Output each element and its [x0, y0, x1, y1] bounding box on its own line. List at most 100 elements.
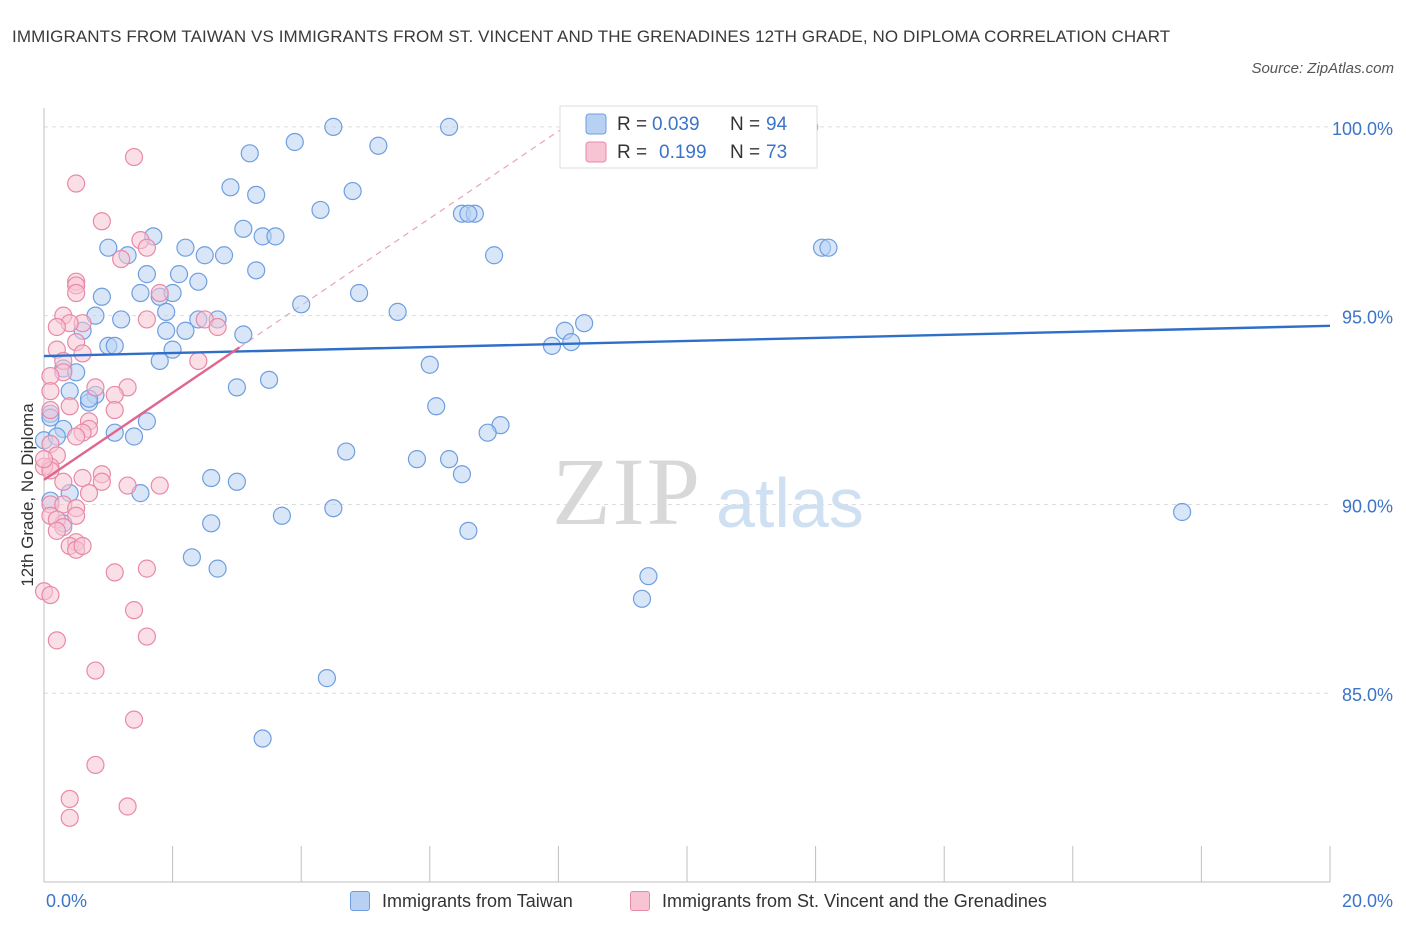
st-vincent-point	[105, 563, 124, 582]
taiwan-point	[452, 465, 472, 484]
taiwan-point	[137, 412, 156, 431]
st-vincent-point	[137, 559, 156, 578]
st-vincent-point	[86, 661, 105, 680]
taiwan-point	[195, 246, 214, 265]
y-tick-label: 85.0%	[1342, 685, 1393, 705]
st-vincent-point	[86, 378, 105, 397]
st-vincent-point	[150, 283, 169, 303]
st-vincent-point	[118, 797, 137, 816]
taiwan-point	[317, 669, 337, 688]
taiwan-point	[112, 310, 131, 329]
st-vincent-point	[60, 397, 79, 416]
st-vincent-point	[73, 536, 92, 556]
x-tick-label: 0.0%	[46, 891, 87, 911]
taiwan-point	[234, 325, 253, 344]
stats-legend-blue-swatch	[585, 113, 607, 135]
taiwan-point	[266, 227, 285, 246]
taiwan-point	[176, 238, 195, 257]
taiwan-point	[1173, 502, 1192, 522]
taiwan-point	[247, 185, 266, 204]
st-vincent-point	[41, 366, 60, 386]
taiwan-point	[337, 442, 356, 461]
taiwan-point	[420, 355, 439, 374]
gridlines	[44, 126, 1330, 694]
taiwan-point	[157, 302, 176, 321]
taiwan-point	[105, 336, 124, 355]
stats-legend-pink-swatch	[585, 141, 607, 163]
taiwan-point	[176, 321, 195, 340]
taiwan-point	[272, 506, 292, 525]
st-vincent-point	[41, 382, 60, 401]
stats-legend: R = 0.039 N = 94 R = 0.199 N = 73	[559, 105, 818, 169]
taiwan-point	[234, 219, 253, 238]
st-vincent-point	[124, 147, 144, 167]
legend-st-vincent-swatch	[630, 891, 650, 911]
taiwan-point	[439, 117, 459, 136]
tick-labels: 85.0% 90.0% 95.0% 100.0% 0.0% 20.0%	[46, 119, 1393, 911]
taiwan-point	[343, 181, 362, 201]
stats-blue-r-value: 0.039	[652, 114, 700, 135]
taiwan-point	[208, 559, 227, 578]
st-vincent-point	[60, 808, 79, 827]
st-vincent-point	[47, 521, 66, 540]
legend-st-vincent: Immigrants from St. Vincent and the Gren…	[630, 887, 1047, 915]
st-vincent-point	[150, 476, 169, 495]
taiwan-point	[427, 397, 446, 416]
taiwan-point	[478, 423, 497, 442]
taiwan-point	[292, 295, 311, 314]
taiwan-point	[285, 132, 304, 152]
st-vincent-point	[47, 317, 66, 337]
stats-blue-r-label: R =	[617, 114, 647, 135]
taiwan-point	[131, 283, 150, 303]
taiwan-point	[247, 261, 266, 280]
stats-pink-r-value: 0.199	[659, 142, 707, 163]
taiwan-point	[157, 321, 176, 340]
taiwan-point	[485, 246, 504, 265]
taiwan-point	[202, 468, 221, 488]
st-vincent-trend-line	[43, 346, 241, 481]
taiwan-point	[324, 499, 343, 518]
series-taiwan	[34, 117, 1192, 748]
taiwan-point	[575, 314, 594, 333]
y-tick-label: 90.0%	[1342, 496, 1393, 516]
stats-pink-n-value: 73	[766, 142, 787, 163]
taiwan-point	[369, 136, 388, 155]
st-vincent-point	[208, 317, 227, 337]
st-vincent-point	[67, 283, 86, 303]
taiwan-point	[632, 589, 652, 608]
legend-taiwan-label: Immigrants from Taiwan	[382, 890, 573, 911]
taiwan-point	[639, 567, 658, 586]
taiwan-point	[150, 351, 169, 371]
stats-pink-n-label: N =	[730, 142, 760, 163]
st-vincent-point	[105, 385, 124, 405]
st-vincent-point	[67, 506, 86, 525]
st-vincent-point	[124, 710, 144, 729]
taiwan-point	[253, 729, 272, 748]
y-tick-label: 95.0%	[1342, 308, 1393, 328]
taiwan-point	[819, 238, 838, 257]
taiwan-point	[227, 378, 246, 397]
stats-blue-n-value: 94	[766, 114, 788, 135]
watermark-atlas: atlas	[716, 464, 864, 542]
taiwan-point	[92, 287, 111, 306]
taiwan-point	[459, 204, 478, 223]
taiwan-point	[99, 238, 118, 257]
taiwan-point	[542, 336, 562, 355]
taiwan-point	[221, 178, 240, 197]
taiwan-trend-line	[43, 324, 1331, 358]
st-vincent-point	[67, 427, 86, 446]
taiwan-point	[407, 450, 427, 469]
st-vincent-point	[79, 484, 99, 503]
legend-taiwan: Immigrants from Taiwan	[350, 887, 573, 915]
source-label: Source: ZipAtlas.com	[1251, 60, 1394, 77]
taiwan-point	[311, 200, 330, 220]
taiwan-point	[324, 117, 343, 136]
taiwan-point	[202, 514, 221, 533]
taiwan-point	[137, 265, 156, 284]
taiwan-point	[388, 302, 407, 321]
stats-blue-n-label: N =	[730, 114, 760, 135]
taiwan-point	[259, 370, 279, 389]
st-vincent-point	[124, 601, 144, 620]
st-vincent-point	[137, 310, 156, 329]
